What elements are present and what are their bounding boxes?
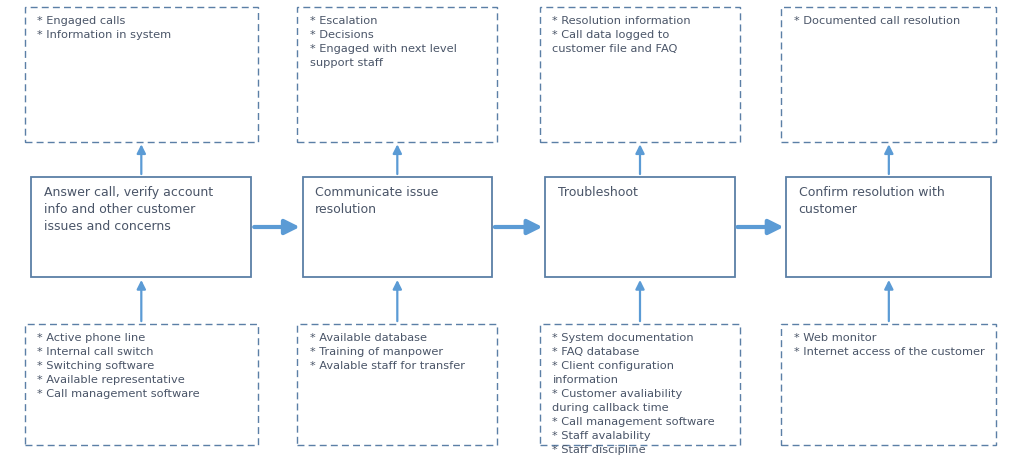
Bar bbox=[297, 8, 498, 142]
Text: Troubleshoot: Troubleshoot bbox=[557, 186, 638, 199]
Text: * Active phone line
* Internal call switch
* Switching software
* Available repr: * Active phone line * Internal call swit… bbox=[37, 332, 200, 398]
Text: Confirm resolution with
customer: Confirm resolution with customer bbox=[799, 186, 944, 216]
Bar bbox=[545, 177, 735, 278]
Bar bbox=[25, 8, 258, 142]
Bar bbox=[786, 177, 991, 278]
Bar bbox=[303, 177, 492, 278]
Text: * Engaged calls
* Information in system: * Engaged calls * Information in system bbox=[37, 16, 171, 40]
Text: Answer call, verify account
info and other customer
issues and concerns: Answer call, verify account info and oth… bbox=[44, 186, 213, 233]
Bar bbox=[781, 324, 996, 445]
Bar bbox=[541, 324, 739, 445]
Text: * Documented call resolution: * Documented call resolution bbox=[794, 16, 959, 26]
Bar bbox=[781, 8, 996, 142]
Bar bbox=[32, 177, 252, 278]
Bar bbox=[25, 324, 258, 445]
Text: * System documentation
* FAQ database
* Client configuration
information
* Custo: * System documentation * FAQ database * … bbox=[553, 332, 715, 454]
Text: Communicate issue
resolution: Communicate issue resolution bbox=[315, 186, 438, 216]
Text: * Escalation
* Decisions
* Engaged with next level
support staff: * Escalation * Decisions * Engaged with … bbox=[309, 16, 457, 68]
Text: * Web monitor
* Internet access of the customer: * Web monitor * Internet access of the c… bbox=[794, 332, 984, 356]
Bar bbox=[541, 8, 739, 142]
Text: * Resolution information
* Call data logged to
customer file and FAQ: * Resolution information * Call data log… bbox=[553, 16, 691, 54]
Text: * Available database
* Training of manpower
* Avalable staff for transfer: * Available database * Training of manpo… bbox=[309, 332, 465, 370]
Bar bbox=[297, 324, 498, 445]
